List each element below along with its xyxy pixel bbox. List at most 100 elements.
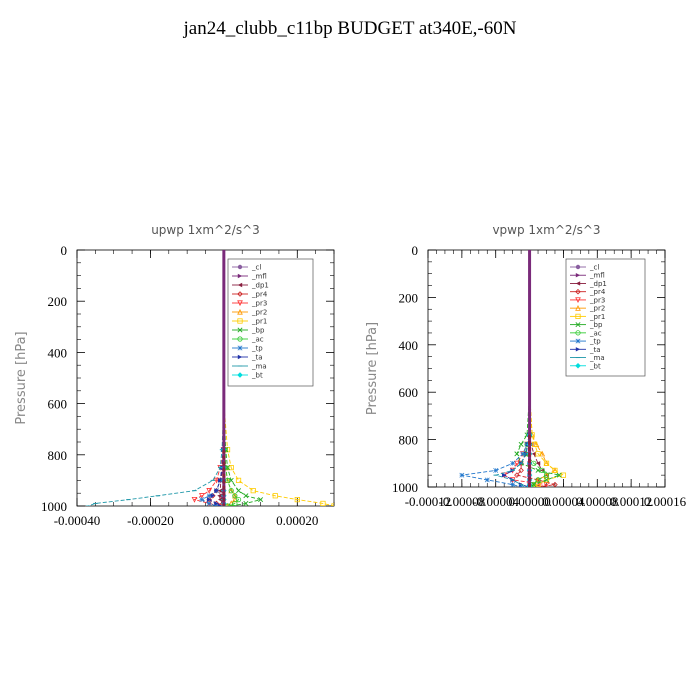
data-point bbox=[206, 493, 212, 499]
legend-marker bbox=[575, 363, 581, 369]
x-tick-label: 0.00020 bbox=[276, 513, 318, 528]
legend-box bbox=[227, 258, 314, 387]
data-point bbox=[514, 472, 520, 478]
legend-label: _cl bbox=[589, 264, 599, 272]
legend-item: _pr4 bbox=[570, 288, 606, 296]
data-point bbox=[228, 464, 234, 471]
legend-label: _pr3 bbox=[251, 300, 267, 308]
legend-marker bbox=[237, 264, 243, 270]
legend-marker bbox=[575, 264, 581, 270]
x-tick-label: 0.00000 bbox=[203, 513, 245, 528]
data-point bbox=[552, 481, 558, 487]
y-tick-label: 800 bbox=[399, 433, 419, 448]
data-point bbox=[510, 460, 516, 466]
legend-item: _cl bbox=[232, 264, 261, 272]
y-tick-label: 1000 bbox=[392, 480, 418, 495]
y-tick-label: 400 bbox=[399, 338, 419, 353]
legend-marker bbox=[575, 305, 581, 311]
data-point bbox=[228, 477, 234, 483]
data-point bbox=[217, 478, 223, 483]
series-ma bbox=[85, 250, 225, 506]
subplot-title: vpwp 1xm^2/s^3 bbox=[492, 223, 600, 237]
series-ma bbox=[493, 250, 532, 487]
series-tp bbox=[459, 250, 533, 487]
figure-title: jan24_clubb_c11bp BUDGET at340E,-60N bbox=[183, 18, 517, 39]
data-point bbox=[501, 472, 507, 478]
data-point bbox=[243, 500, 249, 506]
legend: _cl_mfl_dp1_pr4_pr3_pr2_pr1_bp_ac_tp_ta_… bbox=[565, 258, 646, 377]
data-point bbox=[552, 467, 558, 474]
y-tick-label: 800 bbox=[48, 448, 68, 463]
data-point bbox=[556, 472, 562, 478]
y-tick-label: 1000 bbox=[41, 499, 67, 514]
y-tick-label: 200 bbox=[399, 290, 419, 305]
x-tick-label: -0.00008 bbox=[439, 494, 486, 509]
legend-marker bbox=[575, 322, 581, 328]
x-tick-label: -0.00012 bbox=[405, 494, 452, 509]
legend-label: _pr4 bbox=[251, 291, 268, 299]
legend-item: _ta bbox=[232, 354, 263, 362]
y-axis-label: Pressure [hPa] bbox=[365, 322, 380, 415]
legend-item: _ma bbox=[232, 363, 267, 371]
data-point bbox=[535, 477, 541, 483]
legend-label: _bp bbox=[589, 321, 603, 329]
legend-marker bbox=[575, 281, 581, 286]
data-point bbox=[217, 503, 223, 506]
data-point bbox=[213, 477, 220, 484]
legend-marker bbox=[237, 273, 243, 279]
legend-label: _pr1 bbox=[589, 313, 605, 321]
data-point bbox=[459, 472, 465, 478]
y-tick-label: 600 bbox=[48, 397, 68, 412]
legend-item: _ac bbox=[570, 329, 602, 337]
data-point bbox=[235, 477, 242, 484]
legend-label: _mfl bbox=[251, 273, 267, 281]
legend-label: _ac bbox=[589, 329, 602, 337]
subplot-title: upwp 1xm^2/s^3 bbox=[151, 223, 260, 237]
data-point bbox=[198, 493, 205, 499]
legend-label: _tp bbox=[251, 345, 263, 353]
y-tick-label: 400 bbox=[48, 345, 68, 360]
x-tick-label: 0.00004 bbox=[542, 494, 585, 509]
legend-item: _tp bbox=[570, 338, 601, 346]
legend-label: _ta bbox=[589, 346, 601, 354]
legend-item: _pr2 bbox=[232, 309, 267, 317]
x-tick-label: -0.00040 bbox=[54, 513, 101, 528]
data-point bbox=[543, 472, 550, 478]
legend-marker bbox=[575, 338, 581, 344]
upwp-panel: upwp 1xm^2/s^3 Pressure [hPa] 0 200 400 600 80… bbox=[14, 223, 335, 528]
legend-label: _ta bbox=[251, 354, 263, 362]
legend-label: _pr3 bbox=[589, 296, 605, 304]
data-point bbox=[520, 451, 526, 457]
x-tick-label: 0.00008 bbox=[576, 494, 618, 509]
legend-marker bbox=[237, 372, 243, 378]
data-point bbox=[543, 460, 550, 466]
legend-label: _pr4 bbox=[589, 288, 606, 296]
data-point bbox=[206, 497, 212, 502]
data-point bbox=[232, 493, 238, 499]
legend-marker bbox=[575, 347, 581, 352]
data-point bbox=[206, 488, 213, 494]
legend-label: _dp1 bbox=[251, 282, 269, 290]
series-line bbox=[461, 250, 531, 487]
legend-marker bbox=[237, 300, 243, 307]
legend-item: _pr1 bbox=[570, 313, 605, 321]
legend-label: _pr2 bbox=[251, 309, 267, 317]
x-tick-label: 0.00012 bbox=[610, 494, 652, 509]
data-point bbox=[518, 441, 524, 447]
legend-label: _bt bbox=[589, 362, 601, 370]
data-point bbox=[484, 477, 490, 483]
data-point bbox=[258, 497, 264, 503]
legend-marker bbox=[237, 345, 243, 351]
data-point bbox=[539, 450, 546, 457]
data-point bbox=[514, 460, 520, 467]
legend-item: _pr4 bbox=[232, 291, 268, 299]
legend-label: _ma bbox=[251, 363, 267, 371]
data-point bbox=[539, 467, 545, 474]
legend-marker bbox=[575, 297, 581, 304]
data-point bbox=[235, 496, 242, 503]
data-point bbox=[493, 467, 499, 473]
data-point bbox=[532, 441, 538, 447]
series-line bbox=[529, 250, 565, 487]
data-point bbox=[250, 488, 256, 494]
